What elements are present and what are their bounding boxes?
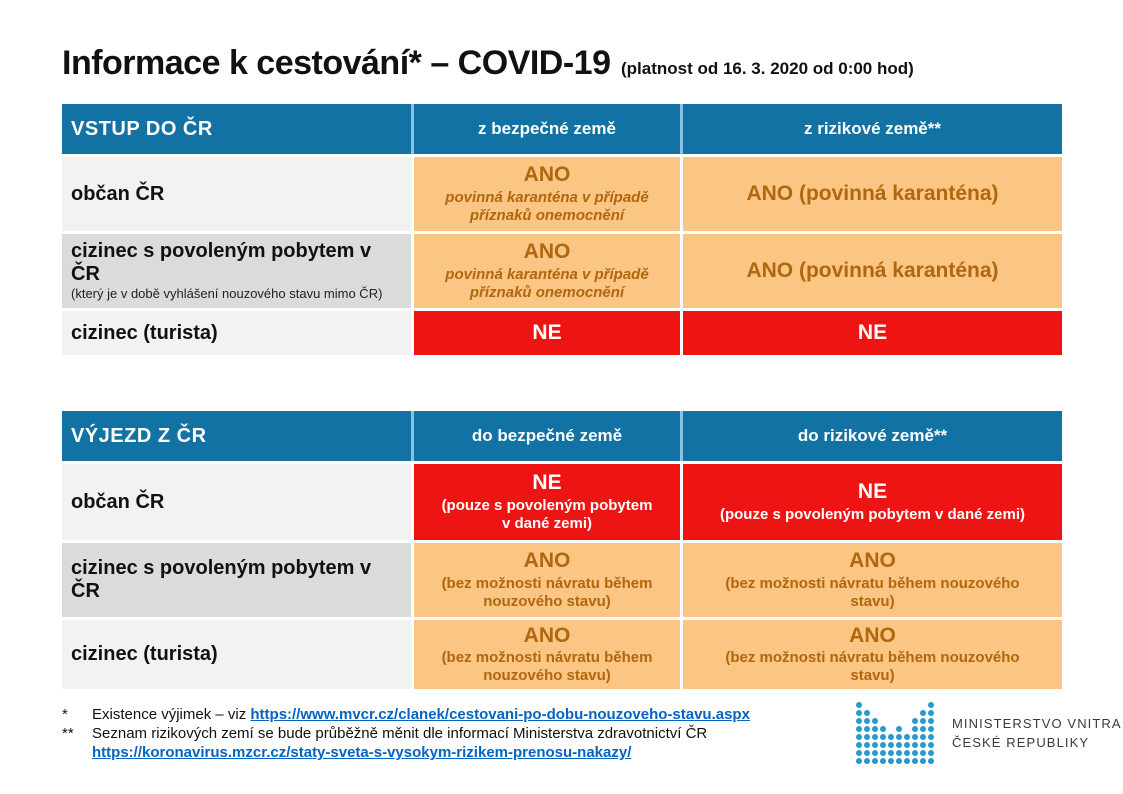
exit-table-header: VÝJEZD Z ČR do bezpečné země do rizikové… [62, 411, 1062, 461]
answer-cell: ANO povinná karanténa v případě příznaků… [414, 157, 680, 231]
footnote-link-mvcr[interactable]: https://www.mvcr.cz/clanek/cestovani-po-… [250, 706, 750, 723]
entry-table-body: občan ČR ANO povinná karanténa v případě… [62, 157, 1062, 355]
answer-verdict: NE [532, 471, 562, 495]
row-label-text: občan ČR [71, 490, 165, 513]
answer-detail: povinná karanténa v případě příznaků one… [445, 188, 649, 224]
title-row: Informace k cestování* – COVID-19 (platn… [62, 44, 1062, 83]
answer-detail: (pouze s povoleným pobytem v dané zemi) [441, 496, 653, 532]
answer-cell: ANO (bez možnosti návratu během nouzovéh… [683, 543, 1062, 617]
answer-cell: ANO (bez možnosti návratu během nouzovéh… [414, 543, 680, 617]
row-label-text: cizinec s povoleným pobytem v ČR [71, 557, 372, 602]
answer-verdict: ANO [523, 549, 571, 573]
row-label: občan ČR [62, 157, 411, 231]
answer-detail: povinná karanténa v případě příznaků one… [445, 265, 649, 301]
answer-cell: ANO (povinná karanténa) [683, 234, 1062, 308]
mvcr-logo-line1: MINISTERSTVO VNITRA [952, 716, 1122, 731]
exit-table-title: VÝJEZD Z ČR [62, 411, 411, 461]
footnote-marker: * [62, 706, 68, 723]
row-label-text: cizinec (turista) [71, 321, 218, 344]
page-title: Informace k cestování* – COVID-19 [62, 44, 611, 82]
title-validity: (platnost od 16. 3. 2020 od 0:00 hod) [620, 59, 914, 78]
answer-detail: (bez možnosti návratu během nouzového st… [725, 574, 1020, 610]
mvcr-logo: MINISTERSTVO VNITRA ČESKÉ REPUBLIKY [855, 701, 1122, 765]
answer-verdict: ANO (povinná karanténa) [746, 181, 999, 205]
answer-cell: NE [414, 311, 680, 355]
answer-detail: (bez možnosti návratu během nouzového st… [441, 574, 653, 610]
row-label-note: (který je v době vyhlášení nouzového sta… [71, 286, 383, 302]
row-label: cizinec (turista) [62, 620, 411, 689]
footnotes: * Existence výjimek – viz https://www.mv… [62, 705, 1062, 762]
answer-cell: ANO (povinná karanténa) [683, 157, 1062, 231]
footnote-2: ** Seznam rizikových zemí se bude průběž… [62, 724, 1062, 743]
entry-table: VSTUP DO ČR z bezpečné země z rizikové z… [62, 104, 1062, 355]
entry-col-header-risky: z rizikové země** [683, 104, 1062, 154]
answer-verdict: ANO [849, 549, 896, 573]
answer-verdict: NE [857, 480, 888, 504]
slide: Informace k cestování* – COVID-19 (platn… [62, 0, 1062, 762]
footnote-text: https://koronavirus.mzcr.cz/staty-sveta-… [62, 743, 631, 762]
row-label-text: cizinec (turista) [71, 643, 218, 665]
footnote-text: Seznam rizikových zemí se bude průběžně … [92, 725, 708, 742]
row-label: cizinec s povoleným pobytem v ČR (který … [62, 234, 411, 308]
footnote-2-link-line: https://koronavirus.mzcr.cz/staty-sveta-… [62, 743, 1062, 762]
answer-cell: ANO (bez možnosti návratu během nouzovéh… [414, 620, 680, 689]
row-label-text: občan ČR [71, 182, 165, 205]
row-label: občan ČR [62, 464, 411, 540]
answer-verdict: ANO [523, 623, 571, 647]
entry-col-header-safe: z bezpečné země [414, 104, 680, 154]
footnote-link-koronavirus[interactable]: https://koronavirus.mzcr.cz/staty-sveta-… [92, 744, 632, 761]
exit-col-header-safe: do bezpečné země [414, 411, 680, 461]
answer-verdict: ANO [523, 240, 571, 264]
footnote-text: Existence výjimek – viz https://www.mvcr… [92, 705, 750, 724]
mvcr-logo-text: MINISTERSTVO VNITRA ČESKÉ REPUBLIKY [952, 714, 1122, 752]
row-label: cizinec s povoleným pobytem v ČR [62, 543, 411, 617]
answer-verdict: ANO [523, 163, 571, 187]
mvcr-logo-dots-icon [855, 701, 935, 765]
answer-cell: NE (pouze s povoleným pobytem v dané zem… [683, 464, 1062, 540]
answer-cell: ANO povinná karanténa v případě příznaků… [414, 234, 680, 308]
answer-verdict: ANO [849, 623, 896, 647]
answer-detail: (pouze s povoleným pobytem v dané zemi) [719, 505, 1026, 523]
row-label: cizinec (turista) [62, 311, 411, 355]
footnote-1: * Existence výjimek – viz https://www.mv… [62, 705, 1062, 724]
entry-table-title: VSTUP DO ČR [62, 104, 411, 154]
exit-table-body: občan ČR NE (pouze s povoleným pobytem v… [62, 464, 1062, 689]
mvcr-logo-line2: ČESKÉ REPUBLIKY [952, 735, 1090, 750]
answer-cell: NE [683, 311, 1062, 355]
answer-cell: NE (pouze s povoleným pobytem v dané zem… [414, 464, 680, 540]
answer-detail: (bez možnosti návratu během nouzového st… [725, 649, 1020, 685]
answer-cell: ANO (bez možnosti návratu během nouzovéh… [683, 620, 1062, 689]
entry-table-header: VSTUP DO ČR z bezpečné země z rizikové z… [62, 104, 1062, 154]
answer-verdict: NE [857, 320, 888, 344]
exit-col-header-risky: do rizikové země** [683, 411, 1062, 461]
answer-verdict: NE [532, 320, 562, 344]
footnote-marker: ** [62, 725, 74, 742]
answer-verdict: ANO (povinná karanténa) [746, 258, 999, 282]
exit-table: VÝJEZD Z ČR do bezpečné země do rizikové… [62, 411, 1062, 689]
footnote-text-inline: Existence výjimek – viz [92, 706, 251, 723]
row-label-text: cizinec s povoleným pobytem v ČR [71, 240, 372, 286]
answer-detail: (bez možnosti návratu během nouzového st… [441, 649, 653, 685]
